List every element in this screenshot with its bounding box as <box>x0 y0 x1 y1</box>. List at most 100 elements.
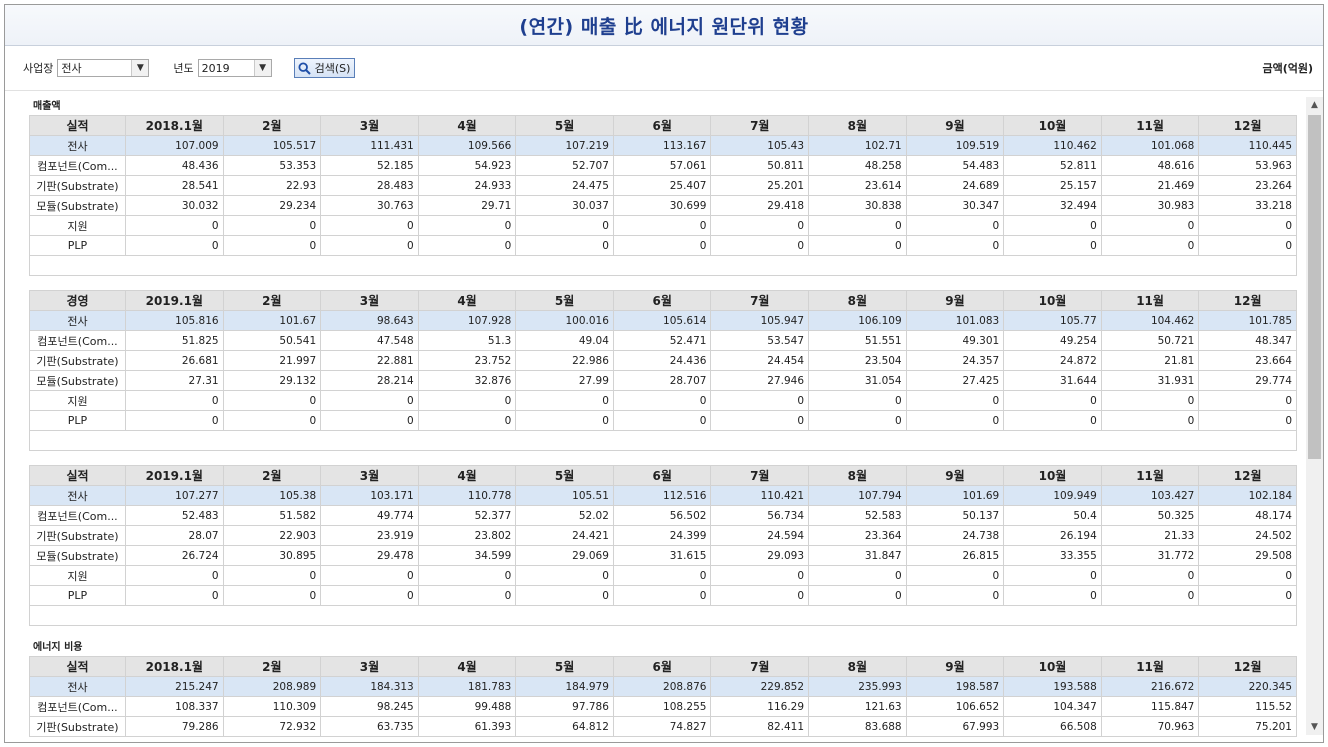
table-row[interactable]: 전사 107.277 105.38 103.171 110.778 105.51 112.5… <box>29 485 1297 506</box>
table-cell[interactable]: 53.963 <box>1198 155 1297 176</box>
row-label[interactable]: PLP <box>29 235 126 256</box>
table-row[interactable]: 지원 0 0 0 0 0 0 0 0 0 0 0 0 <box>29 215 1297 236</box>
table-cell[interactable]: 110.445 <box>1198 135 1297 156</box>
table-cell[interactable]: 0 <box>612 390 712 411</box>
table-row[interactable]: 컴포넌트(Com... 48.436 53.353 52.185 54.923 52.70… <box>29 155 1297 176</box>
table-cell[interactable]: 108.337 <box>125 696 224 717</box>
table-cell[interactable]: 0 <box>222 390 322 411</box>
table-cell[interactable]: 0 <box>1198 235 1297 256</box>
table-cell[interactable]: 23.504 <box>808 350 907 371</box>
month-header[interactable]: 12월 <box>1198 465 1297 486</box>
table-cell[interactable]: 52.811 <box>1003 155 1102 176</box>
table-row[interactable]: 모듈(Substrate) 27.31 29.132 28.214 32.876 27.9… <box>29 370 1297 391</box>
table-cell[interactable]: 110.421 <box>710 485 810 506</box>
month-header[interactable]: 6월 <box>612 115 712 136</box>
month-header[interactable]: 12월 <box>1198 115 1297 136</box>
table-cell[interactable]: 0 <box>1003 585 1102 606</box>
vertical-scrollbar[interactable]: ▲ ▼ <box>1306 97 1323 735</box>
table-cell[interactable]: 0 <box>125 235 224 256</box>
table-cell[interactable]: 116.29 <box>710 696 810 717</box>
table-cell[interactable]: 220.345 <box>1198 676 1297 697</box>
table-cell[interactable]: 51.582 <box>222 505 322 526</box>
table-cell[interactable]: 193.588 <box>1003 676 1102 697</box>
table-cell[interactable]: 113.167 <box>612 135 712 156</box>
table-cell[interactable]: 31.054 <box>808 370 907 391</box>
table-cell[interactable]: 28.707 <box>612 370 712 391</box>
table-cell[interactable]: 0 <box>125 390 224 411</box>
table-cell[interactable]: 22.986 <box>515 350 614 371</box>
row-label[interactable]: 모듈(Substrate) <box>29 195 126 216</box>
table-row[interactable]: PLP 0 0 0 0 0 0 0 0 0 0 0 0 <box>29 585 1297 606</box>
corner-header[interactable]: 실적 <box>29 656 126 677</box>
table-cell[interactable]: 53.353 <box>222 155 322 176</box>
table-cell[interactable]: 75.201 <box>1198 716 1297 737</box>
table-cell[interactable]: 0 <box>808 390 907 411</box>
table-cell[interactable]: 50.811 <box>710 155 810 176</box>
table-cell[interactable]: 27.31 <box>125 370 224 391</box>
table-cell[interactable]: 98.245 <box>320 696 419 717</box>
table-cell[interactable]: 49.301 <box>905 330 1005 351</box>
table-cell[interactable]: 208.989 <box>222 676 322 697</box>
table-cell[interactable]: 0 <box>1100 215 1200 236</box>
table-cell[interactable]: 31.931 <box>1100 370 1200 391</box>
table-cell[interactable]: 0 <box>320 390 419 411</box>
table-cell[interactable]: 105.614 <box>612 310 712 331</box>
table-cell[interactable]: 56.734 <box>710 505 810 526</box>
table-cell[interactable]: 25.201 <box>710 175 810 196</box>
table-cell[interactable]: 0 <box>905 235 1005 256</box>
table-cell[interactable]: 23.802 <box>417 525 517 546</box>
table-cell[interactable]: 0 <box>612 585 712 606</box>
table-cell[interactable]: 26.194 <box>1003 525 1102 546</box>
month-header[interactable]: 5월 <box>515 115 614 136</box>
table-cell[interactable]: 70.963 <box>1100 716 1200 737</box>
table-cell[interactable]: 0 <box>1100 565 1200 586</box>
table-cell[interactable]: 21.469 <box>1100 175 1200 196</box>
row-label[interactable]: 기판(Substrate) <box>29 350 126 371</box>
table-row[interactable]: 모듈(Substrate) 30.032 29.234 30.763 29.71 30.0… <box>29 195 1297 216</box>
table-cell[interactable]: 181.783 <box>417 676 517 697</box>
table-cell[interactable]: 0 <box>320 235 419 256</box>
table-row[interactable]: 컴포넌트(Com... 51.825 50.541 47.548 51.3 49.04 52… <box>29 330 1297 351</box>
month-header[interactable]: 7월 <box>710 115 810 136</box>
table-row[interactable]: 컴포넌트(Com... 108.337 110.309 98.245 99.488 97.… <box>29 696 1297 717</box>
table-cell[interactable]: 105.517 <box>222 135 322 156</box>
corner-header[interactable]: 실적 <box>29 115 126 136</box>
table-cell[interactable]: 52.02 <box>515 505 614 526</box>
table-cell[interactable]: 51.3 <box>417 330 517 351</box>
table-cell[interactable]: 57.061 <box>612 155 712 176</box>
table-cell[interactable]: 110.309 <box>222 696 322 717</box>
table-cell[interactable]: 0 <box>1198 390 1297 411</box>
table-row[interactable]: 기판(Substrate) 26.681 21.997 22.881 23.752 22.… <box>29 350 1297 371</box>
table-cell[interactable]: 0 <box>222 410 322 431</box>
table-cell[interactable]: 74.827 <box>612 716 712 737</box>
row-label[interactable]: 컴포넌트(Com... <box>29 505 126 526</box>
month-header[interactable]: 2월 <box>222 115 322 136</box>
table-cell[interactable]: 50.721 <box>1100 330 1200 351</box>
table-cell[interactable]: 24.436 <box>612 350 712 371</box>
table-cell[interactable]: 99.488 <box>417 696 517 717</box>
table-cell[interactable]: 102.184 <box>1198 485 1297 506</box>
table-cell[interactable]: 0 <box>417 215 517 236</box>
table-cell[interactable]: 30.699 <box>612 195 712 216</box>
table-cell[interactable]: 107.009 <box>125 135 224 156</box>
table-cell[interactable]: 49.04 <box>515 330 614 351</box>
month-header[interactable]: 2월 <box>222 465 322 486</box>
table-cell[interactable]: 0 <box>125 215 224 236</box>
table-row[interactable]: PLP 0 0 0 0 0 0 0 0 0 0 0 0 <box>29 410 1297 431</box>
month-header[interactable]: 2월 <box>222 656 322 677</box>
table-cell[interactable]: 101.785 <box>1198 310 1297 331</box>
table-row[interactable]: 기판(Substrate) 28.541 22.93 28.483 24.933 24.4… <box>29 175 1297 196</box>
table-row[interactable]: 전사 107.009 105.517 111.431 109.566 107.219 113… <box>29 135 1297 156</box>
table-cell[interactable]: 106.109 <box>808 310 907 331</box>
month-header[interactable]: 2018.1월 <box>125 115 224 136</box>
table-cell[interactable]: 54.483 <box>905 155 1005 176</box>
month-header[interactable]: 9월 <box>905 465 1005 486</box>
table-cell[interactable]: 29.234 <box>222 195 322 216</box>
table-cell[interactable]: 26.724 <box>125 545 224 566</box>
chevron-down-icon[interactable]: ▼ <box>131 60 149 76</box>
table-cell[interactable]: 0 <box>125 565 224 586</box>
table-cell[interactable]: 22.903 <box>222 525 322 546</box>
table-cell[interactable]: 0 <box>808 585 907 606</box>
table-cell[interactable]: 0 <box>1003 565 1102 586</box>
table-cell[interactable]: 115.847 <box>1100 696 1200 717</box>
